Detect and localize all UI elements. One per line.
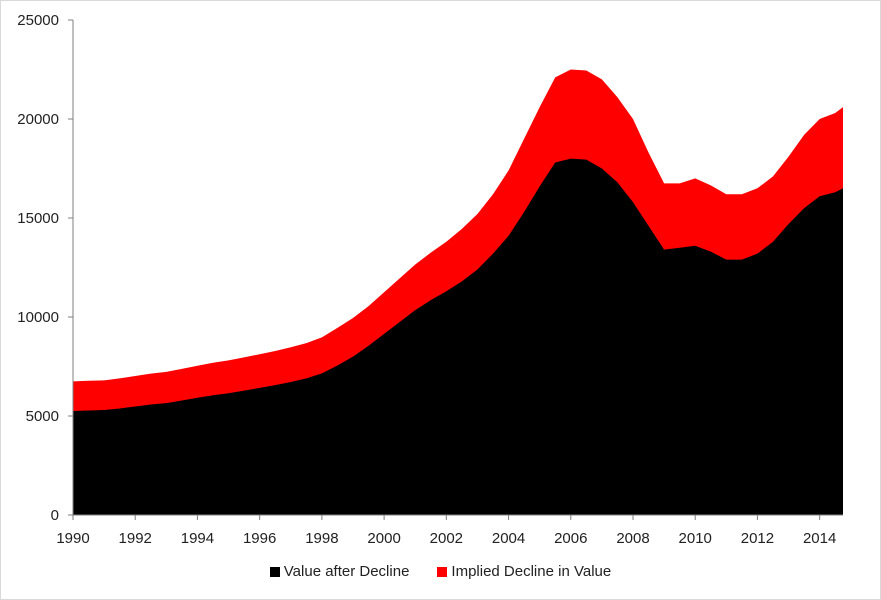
y-tick-label: 5000: [26, 408, 59, 425]
x-tick-label: 2000: [367, 530, 400, 547]
y-tick-label: 10000: [17, 309, 59, 326]
chart-axes: [72, 20, 843, 516]
legend-swatch-black: [269, 566, 280, 577]
x-tick-label: 1996: [243, 530, 276, 547]
legend-item-value-after-decline: Value after Decline: [269, 563, 410, 580]
x-tick-label: 2008: [616, 530, 649, 547]
y-tick-label: 0: [51, 507, 59, 524]
area-value-after-decline: [73, 158, 843, 515]
legend: Value after Decline Implied Decline in V…: [0, 563, 881, 580]
chart-areas: [73, 69, 843, 515]
x-tick-label: 1998: [305, 530, 338, 547]
y-axis-ticks: 0 5000 10000 15000 20000 25000: [17, 12, 73, 524]
legend-item-implied-decline: Implied Decline in Value: [437, 563, 611, 580]
x-tick-label: 2006: [554, 530, 587, 547]
x-tick-label: 1994: [181, 530, 214, 547]
y-tick-label: 15000: [17, 210, 59, 227]
x-tick-label: 2010: [679, 530, 712, 547]
x-tick-label: 2014: [803, 530, 836, 547]
x-tick-label: 1992: [119, 530, 152, 547]
x-tick-label: 1990: [56, 530, 89, 547]
legend-label: Implied Decline in Value: [451, 563, 612, 580]
x-axis-ticks: 1990 1992 1994 1996 1998 2000 2002 2004 2006 2008…: [56, 515, 836, 547]
legend-swatch-red: [437, 566, 448, 577]
x-tick-label: 2004: [492, 530, 525, 547]
y-tick-label: 20000: [17, 111, 59, 128]
legend-label: Value after Decline: [283, 563, 410, 580]
x-tick-label: 2012: [741, 530, 774, 547]
x-tick-label: 2002: [430, 530, 463, 547]
y-tick-label: 25000: [17, 12, 59, 29]
